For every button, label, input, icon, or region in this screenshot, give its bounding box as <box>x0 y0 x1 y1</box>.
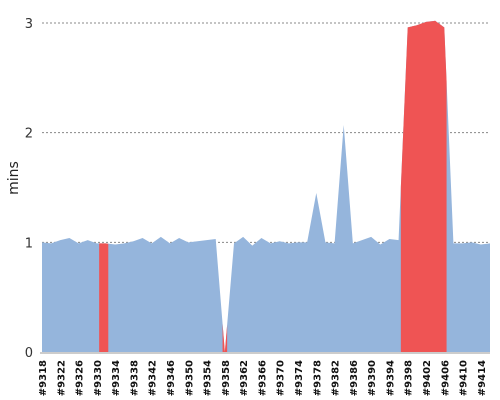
data-point-9334[interactable] <box>113 243 117 247</box>
data-point-9408[interactable] <box>451 241 455 245</box>
data-point-9366[interactable] <box>259 236 263 240</box>
data-point-9354[interactable] <box>205 238 209 242</box>
failed-build-segment-3[interactable] <box>400 20 447 352</box>
x-tick-label-9382: #9382 <box>331 360 342 396</box>
x-tick-label-9318: #9318 <box>38 360 49 396</box>
data-point-9416[interactable] <box>488 241 492 245</box>
data-point-9318[interactable] <box>40 240 44 244</box>
data-point-9350[interactable] <box>186 240 190 244</box>
data-point-9344[interactable] <box>159 235 163 239</box>
x-tick-label-9366: #9366 <box>257 360 268 396</box>
data-point-9338[interactable] <box>131 239 135 243</box>
data-point-9406[interactable] <box>442 25 446 29</box>
data-point-9394[interactable] <box>387 237 391 241</box>
data-point-9340[interactable] <box>141 236 145 240</box>
x-tick-label-9350: #9350 <box>184 360 195 396</box>
data-point-9390[interactable] <box>369 235 373 239</box>
x-tick-label-9386: #9386 <box>349 360 360 396</box>
x-tick-label-9330: #9330 <box>93 360 104 396</box>
x-tick-label-9354: #9354 <box>203 360 214 396</box>
x-tick-label-9370: #9370 <box>276 360 287 396</box>
data-point-9364[interactable] <box>250 244 254 248</box>
x-tick-label-9410: #9410 <box>459 360 470 396</box>
data-point-9326[interactable] <box>77 241 81 245</box>
data-point-9348[interactable] <box>177 236 181 240</box>
x-tick-label-9390: #9390 <box>367 360 378 396</box>
data-point-9356[interactable] <box>214 237 218 241</box>
data-point-9414[interactable] <box>479 243 483 247</box>
data-point-9332[interactable] <box>104 241 108 245</box>
data-point-9330[interactable] <box>95 241 99 245</box>
data-point-9336[interactable] <box>122 241 126 245</box>
x-tick-label-9334: #9334 <box>111 360 122 396</box>
data-point-9392[interactable] <box>378 243 382 247</box>
x-tick-label-9342: #9342 <box>148 360 159 396</box>
y-tick-labels: 0 1 2 3 <box>25 17 33 361</box>
failed-build-segment-1[interactable] <box>99 243 109 352</box>
data-point-9410[interactable] <box>461 241 465 245</box>
data-point-9396[interactable] <box>397 238 401 242</box>
data-point-9412[interactable] <box>470 240 474 244</box>
data-point-9374[interactable] <box>296 240 300 244</box>
data-point-9360[interactable] <box>232 241 236 245</box>
axes: mins <box>6 161 490 354</box>
data-point-9324[interactable] <box>67 236 71 240</box>
y-tick-label-1: 1 <box>25 236 33 251</box>
x-tick-label-9414: #9414 <box>477 360 488 396</box>
x-tick-label-9326: #9326 <box>75 360 86 396</box>
data-point-9402[interactable] <box>424 20 428 24</box>
duration-area <box>40 19 492 352</box>
data-point-9398[interactable] <box>406 25 410 29</box>
data-point-9378[interactable] <box>314 191 318 195</box>
x-tick-label-9362: #9362 <box>239 360 250 396</box>
data-point-9346[interactable] <box>168 241 172 245</box>
duration-area-fill <box>42 20 490 352</box>
x-tick-label-9394: #9394 <box>385 360 396 396</box>
data-point-9376[interactable] <box>305 240 309 244</box>
x-tick-label-9406: #9406 <box>440 360 451 396</box>
data-point-9368[interactable] <box>269 241 273 245</box>
data-point-9388[interactable] <box>360 238 364 242</box>
data-point-9328[interactable] <box>86 238 90 242</box>
data-point-9380[interactable] <box>323 240 327 244</box>
data-point-9370[interactable] <box>278 239 282 243</box>
data-point-9320[interactable] <box>49 241 53 245</box>
y-tick-label-2: 2 <box>25 127 33 142</box>
x-tick-label-9402: #9402 <box>422 360 433 396</box>
x-tick-label-9346: #9346 <box>166 360 177 396</box>
data-point-9384[interactable] <box>342 123 346 127</box>
x-tick-label-9374: #9374 <box>294 360 305 396</box>
data-point-9382[interactable] <box>333 241 337 245</box>
data-point-9372[interactable] <box>287 241 291 245</box>
x-tick-label-9338: #9338 <box>129 360 140 396</box>
x-tick-labels: #9318 #9322 #9326 #9330 #9334 #9338 #9342 #9346… <box>38 360 488 396</box>
x-tick-label-9322: #9322 <box>56 360 67 396</box>
data-point-9342[interactable] <box>150 241 154 245</box>
y-axis-label: mins <box>6 161 22 195</box>
y-tick-label-3: 3 <box>25 17 33 32</box>
data-point-9386[interactable] <box>351 241 355 245</box>
failed-build-segment-2[interactable] <box>222 323 228 352</box>
data-point-9362[interactable] <box>241 235 245 239</box>
data-point-9352[interactable] <box>195 239 199 243</box>
data-point-9322[interactable] <box>58 238 62 242</box>
x-tick-label-9358: #9358 <box>221 360 232 396</box>
x-tick-label-9378: #9378 <box>312 360 323 396</box>
y-tick-label-0: 0 <box>25 346 33 361</box>
x-tick-label-9398: #9398 <box>404 360 415 396</box>
data-point-9404[interactable] <box>433 19 437 23</box>
data-point-9400[interactable] <box>415 23 419 27</box>
